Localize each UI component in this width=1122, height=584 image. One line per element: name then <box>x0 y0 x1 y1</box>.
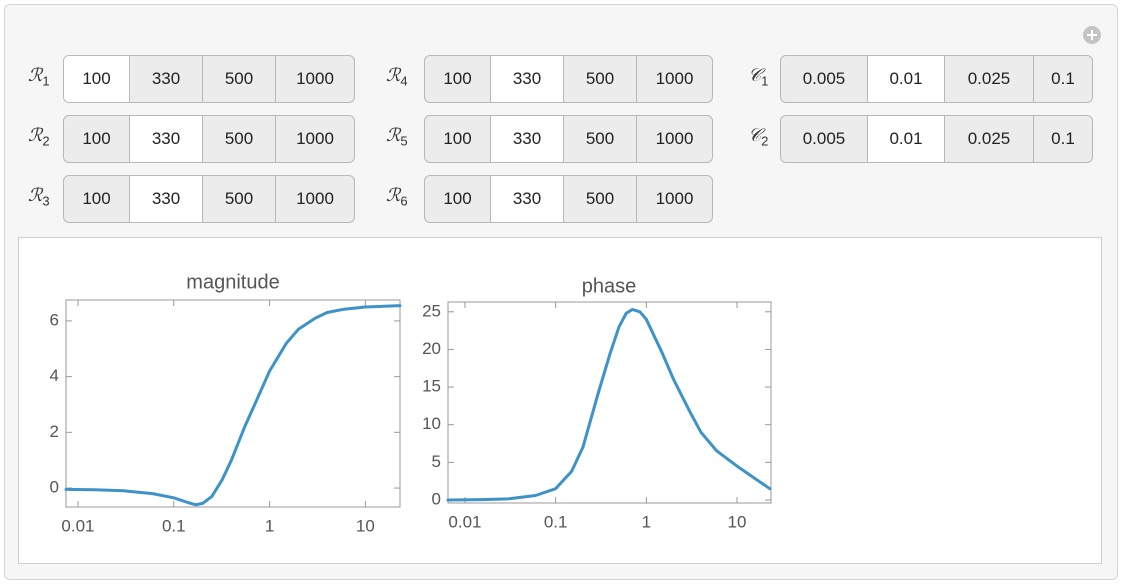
y-tick-label: 5 <box>432 452 441 471</box>
setter-option[interactable]: 330 <box>490 56 563 102</box>
setter-option[interactable]: 100 <box>82 129 111 148</box>
control-label: ℛ4 <box>386 65 408 89</box>
setter-bar: 0.005 0.01 0.025 0.1 <box>780 55 1093 103</box>
setter-option[interactable]: 100 <box>443 129 472 148</box>
setter-option[interactable]: 1000 <box>636 116 712 162</box>
control-label: 𝒞1 <box>748 65 768 89</box>
x-tick-label: 1 <box>265 516 274 535</box>
plot-area <box>18 237 1102 564</box>
label-subscript: 2 <box>42 133 50 149</box>
setter-option[interactable]: 1000 <box>636 56 712 102</box>
label-subscript: 1 <box>761 73 769 89</box>
control-label: ℛ2 <box>28 125 50 149</box>
setter-option[interactable]: 0.005 <box>802 69 846 88</box>
setter-bar: 100 330 500 1000 <box>63 55 355 103</box>
setter-option[interactable]: 1000 <box>275 176 354 222</box>
label-subscript: 6 <box>400 193 408 209</box>
x-tick-label: 0.1 <box>544 512 568 531</box>
setter-option[interactable]: 0.01 <box>867 116 944 162</box>
label-symbol: ℛ <box>386 125 401 146</box>
setter-option[interactable]: 500 <box>563 116 636 162</box>
setter-bar: 100 330 500 1000 <box>424 55 713 103</box>
setter-option[interactable]: 0.005 <box>802 129 846 148</box>
setter-option[interactable]: 100 <box>64 56 129 102</box>
x-tick-label: 0.01 <box>448 512 481 531</box>
label-subscript: 2 <box>761 133 769 149</box>
setter-bar: 100 330 500 1000 <box>424 115 713 163</box>
y-tick-label: 0 <box>50 478 59 497</box>
setter-bar: 100 330 500 1000 <box>63 175 355 223</box>
y-tick-label: 20 <box>422 339 441 358</box>
setter-option[interactable]: 100 <box>443 189 472 208</box>
label-symbol: ℛ <box>386 185 401 206</box>
setter-option[interactable]: 330 <box>490 176 563 222</box>
label-symbol: ℛ <box>28 65 43 86</box>
label-subscript: 5 <box>400 133 408 149</box>
setter-option[interactable]: 0.025 <box>944 116 1033 162</box>
data-line <box>64 304 402 507</box>
setter-bar: 100 330 500 1000 <box>424 175 713 223</box>
control-label: ℛ6 <box>386 185 408 209</box>
label-symbol: 𝒞 <box>748 65 762 86</box>
setter-option[interactable]: 0.01 <box>867 56 944 102</box>
control-label: ℛ1 <box>28 65 50 89</box>
y-tick-label: 0 <box>432 489 441 508</box>
label-symbol: ℛ <box>28 185 43 206</box>
setter-bar: 0.005 0.01 0.025 0.1 <box>780 115 1093 163</box>
control-label: ℛ5 <box>386 125 408 149</box>
setter-option[interactable]: 500 <box>202 176 275 222</box>
setter-option[interactable]: 500 <box>563 176 636 222</box>
x-tick-label: 10 <box>356 516 375 535</box>
data-line <box>446 308 772 502</box>
label-symbol: 𝒞 <box>748 125 762 146</box>
setter-option[interactable]: 330 <box>129 116 202 162</box>
control-label: ℛ3 <box>28 185 50 209</box>
y-tick-label: 4 <box>50 366 59 385</box>
setter-option[interactable]: 0.025 <box>944 56 1033 102</box>
setter-option[interactable]: 1000 <box>275 116 354 162</box>
setter-option[interactable]: 0.1 <box>1033 56 1092 102</box>
label-subscript: 1 <box>42 73 50 89</box>
label-symbol: ℛ <box>386 65 401 86</box>
y-tick-label: 10 <box>422 414 441 433</box>
y-tick-label: 25 <box>422 301 441 320</box>
setter-option[interactable]: 330 <box>490 116 563 162</box>
y-tick-label: 6 <box>50 310 59 329</box>
x-tick-label: 10 <box>728 512 747 531</box>
setter-option[interactable]: 100 <box>443 69 472 88</box>
setter-option[interactable]: 500 <box>563 56 636 102</box>
chart-title: phase <box>582 275 637 297</box>
x-tick-label: 0.01 <box>61 516 94 535</box>
y-tick-label: 2 <box>50 422 59 441</box>
setter-option[interactable]: 100 <box>82 189 111 208</box>
setter-option[interactable]: 500 <box>202 116 275 162</box>
plot-frame <box>65 299 401 508</box>
label-subscript: 3 <box>42 193 50 209</box>
x-tick-label: 1 <box>642 512 651 531</box>
x-tick-label: 0.1 <box>162 516 186 535</box>
setter-option[interactable]: 1000 <box>275 56 354 102</box>
control-label: 𝒞2 <box>748 125 768 149</box>
setter-option[interactable]: 1000 <box>636 176 712 222</box>
setter-option[interactable]: 330 <box>129 176 202 222</box>
label-symbol: ℛ <box>28 125 43 146</box>
add-button[interactable] <box>1083 26 1101 44</box>
label-subscript: 4 <box>400 73 408 89</box>
setter-option[interactable]: 500 <box>202 56 275 102</box>
chart-title: magnitude <box>186 271 279 293</box>
plot-frame <box>447 301 772 504</box>
setter-bar: 100 330 500 1000 <box>63 115 355 163</box>
setter-option[interactable]: 0.1 <box>1033 116 1092 162</box>
setter-option[interactable]: 330 <box>129 56 202 102</box>
y-tick-label: 15 <box>422 377 441 396</box>
